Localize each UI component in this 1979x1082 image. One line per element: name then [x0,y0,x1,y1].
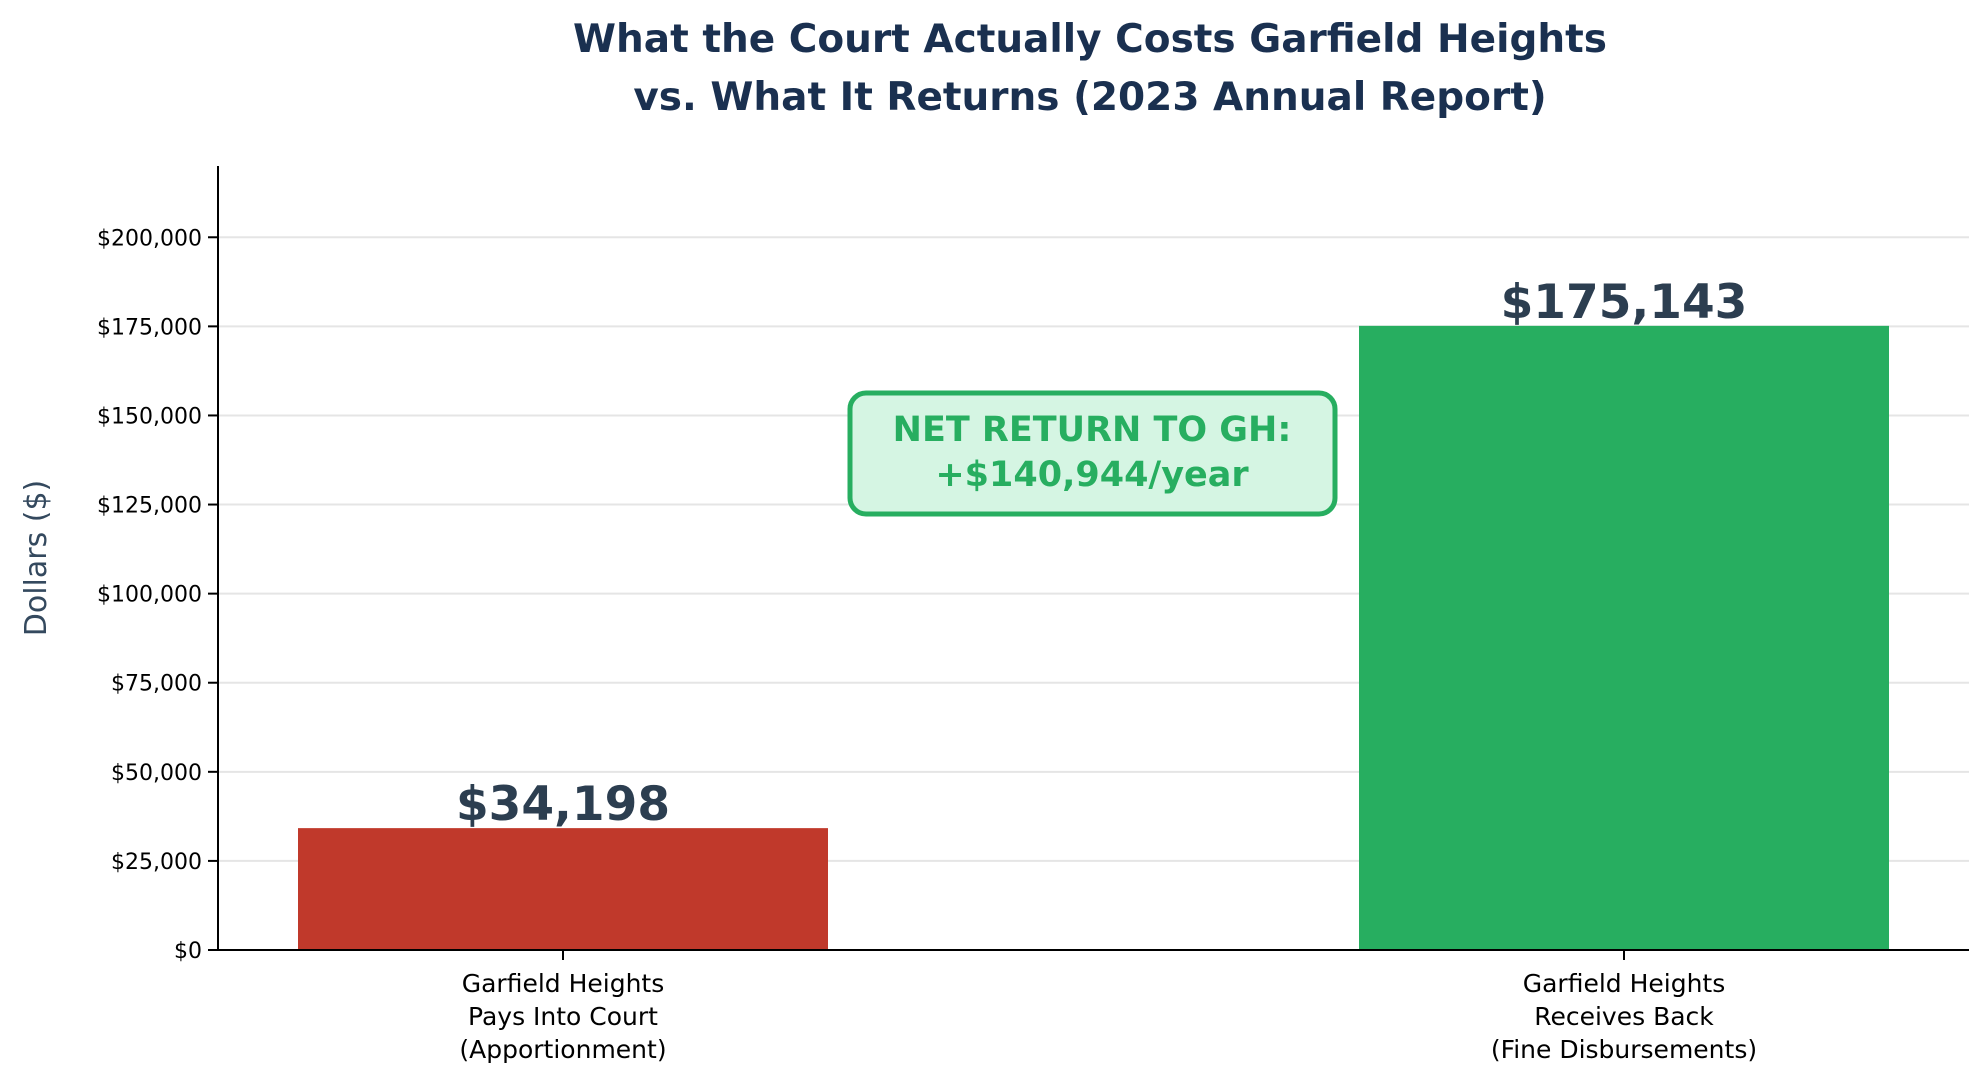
x-tick-label: Pays Into Court [468,1002,658,1031]
net-return-annotation: NET RETURN TO GH: +$140,944/year [847,390,1338,517]
y-axis-label: Dollars ($) [19,480,54,637]
x-tick-label: Receives Back [1534,1002,1714,1031]
y-tick-label: $50,000 [111,761,202,786]
bar-1 [298,828,828,950]
y-tick-label: $0 [174,939,202,964]
y-tick-label: $150,000 [97,404,202,429]
annotation-line-2: +$140,944/year [935,455,1249,495]
bar-2 [1359,325,1889,951]
annotation-line-1: NET RETURN TO GH: [893,410,1292,450]
x-tick-label: (Apportionment) [459,1035,666,1064]
y-tick-label: $75,000 [111,672,202,697]
y-tick-label: $25,000 [111,850,202,875]
bar-value-label: $175,143 [1501,275,1748,330]
y-tick-label: $100,000 [97,583,202,608]
chart-title-line-2: vs. What It Returns (2023 Annual Report) [633,75,1546,120]
x-tick-label: (Fine Disbursements) [1491,1035,1757,1064]
x-tick-label: Garfield Heights [462,969,665,998]
x-tick-label: Garfield Heights [1523,969,1726,998]
y-tick-label: $125,000 [97,494,202,519]
bar-value-label: $34,198 [456,777,670,832]
y-tick-label: $175,000 [97,315,202,340]
chart-title-line-1: What the Court Actually Costs Garfield H… [573,17,1607,62]
y-tick-label: $200,000 [97,226,202,251]
annotation-box [847,390,1338,517]
